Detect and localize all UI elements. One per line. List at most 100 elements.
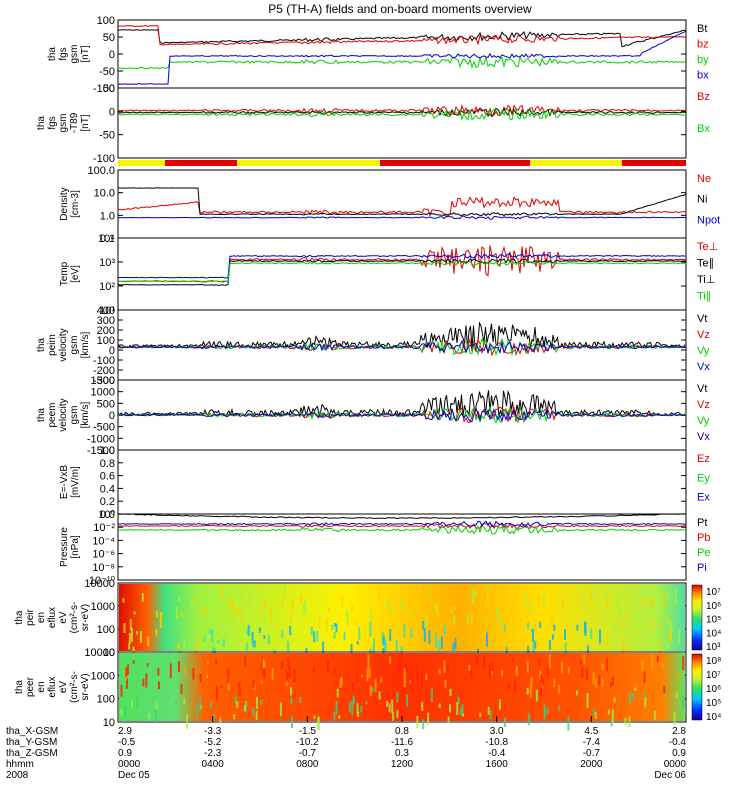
spectrogram-cell [683, 716, 686, 720]
spectrogram-cell [622, 637, 625, 653]
spectrogram-cell [154, 708, 157, 723]
legend-Ey: Ey [697, 472, 710, 484]
spectrogram-cell [532, 639, 535, 653]
spectrogram-cell [192, 668, 195, 680]
spectrogram-cell [453, 614, 456, 625]
spectrogram-cell [610, 718, 613, 727]
spectrogram-cell [142, 678, 145, 687]
y-axis-label: sr-eV) [80, 673, 91, 700]
spectrogram-cell [220, 684, 223, 689]
spectrogram-cell [524, 592, 527, 607]
colorbar-tick-label: 10⁶ [706, 684, 721, 695]
status-bar-segment [380, 160, 530, 166]
panel-frame [117, 237, 687, 311]
x-tick-label: 0.3 [395, 748, 409, 759]
y-axis-label: tha [36, 338, 47, 352]
y-tick-label: 50 [103, 32, 115, 44]
spectrogram-cell [378, 691, 381, 700]
spectrogram-cell [281, 630, 284, 638]
spectrogram-cell [281, 599, 284, 607]
spectrogram-cell [203, 635, 206, 642]
spectrogram-cell [400, 601, 403, 610]
spectrogram-cell [446, 664, 449, 672]
spectrogram-cell [416, 715, 419, 729]
spectrogram-cell [202, 601, 205, 611]
y-axis-label: Pressure [59, 527, 70, 567]
spectrogram-cell [411, 679, 414, 684]
spectrogram-cell [576, 690, 578, 696]
spectrogram-cell [263, 661, 266, 669]
spectrogram-cell [560, 662, 563, 674]
spectrogram-cell [396, 692, 399, 703]
y-tick-label: -1000 [87, 433, 115, 445]
y-axis-label: [nT] [80, 114, 91, 131]
spectrogram-cell [682, 655, 685, 670]
spectrogram-cell [247, 624, 250, 636]
spectrogram-cell [425, 615, 428, 628]
spectrogram-cell [529, 685, 532, 698]
y-tick-label: 0.6 [100, 471, 115, 483]
spectrogram-cell [462, 713, 464, 717]
spectrogram-cell [454, 605, 457, 610]
spectrogram-cell [238, 588, 241, 602]
x-tick-label: Dec 05 [118, 770, 150, 781]
y-tick-label: 10000 [84, 578, 115, 590]
spectrogram-cell [548, 654, 551, 669]
y-tick-label: -300 [93, 375, 115, 387]
y-tick-label: 1000 [91, 387, 115, 399]
spectrogram-cell [227, 668, 230, 684]
spectrogram-cell [530, 602, 533, 615]
spectrogram-cell [207, 661, 210, 665]
spectrogram-cell [649, 598, 652, 605]
y-tick-label: -200 [93, 365, 115, 377]
spectrogram-cell [148, 713, 151, 720]
spectrogram-cell [389, 656, 392, 664]
spectrogram-cell [335, 700, 338, 715]
x-tick-label: -2.3 [204, 748, 222, 759]
spectrogram-cell [632, 693, 635, 699]
spectrogram-cell [169, 663, 172, 679]
series-vx [117, 406, 687, 423]
spectrogram-cell [302, 603, 305, 614]
y-axis-label: eflux [47, 607, 58, 628]
spectrogram-cell [234, 695, 237, 704]
spectrogram-cell [601, 677, 604, 687]
legend-Te⊥: Te⊥ [697, 241, 718, 253]
spectrogram-cell [238, 681, 241, 696]
spectrogram-cell [289, 626, 292, 636]
spectrogram-cell [365, 701, 368, 705]
spectrogram-cell [444, 679, 447, 688]
spectrogram-cell [125, 667, 128, 678]
spectrogram-cell [487, 706, 490, 715]
spectrogram-cell [253, 640, 256, 648]
x-tick-label: 3.0 [490, 726, 504, 737]
series-pe [117, 524, 687, 535]
spectrogram-cell [231, 599, 234, 611]
spectrogram-cell [215, 659, 217, 664]
spectrogram-cell [374, 679, 377, 692]
spectrogram-cell [285, 681, 288, 686]
spectrogram-cell [333, 632, 336, 639]
spectrogram-cell [361, 674, 363, 678]
spectrogram-cell [304, 608, 307, 615]
series-by [117, 55, 687, 70]
y-tick-label: -100 [93, 153, 115, 165]
x-tick-label: 1200 [391, 759, 414, 770]
spectrogram-cell [136, 631, 139, 635]
legend-Vt: Vt [697, 383, 707, 395]
spectrogram-cell [333, 711, 336, 721]
spectrogram-cell [553, 678, 556, 688]
spectrogram-cell [641, 658, 644, 672]
spectrogram-cell [317, 718, 320, 730]
x-row-label: 2008 [6, 770, 29, 781]
spectrogram-cell [488, 663, 491, 678]
spectrogram-cell [484, 620, 487, 625]
spectrogram-cell [539, 686, 542, 696]
spectrogram-cell [420, 673, 423, 687]
spectrogram-cell [452, 643, 455, 651]
spectrogram-cell [341, 595, 344, 609]
y-tick-label: -100 [93, 355, 115, 367]
y-tick-label: 0.4 [100, 483, 115, 495]
